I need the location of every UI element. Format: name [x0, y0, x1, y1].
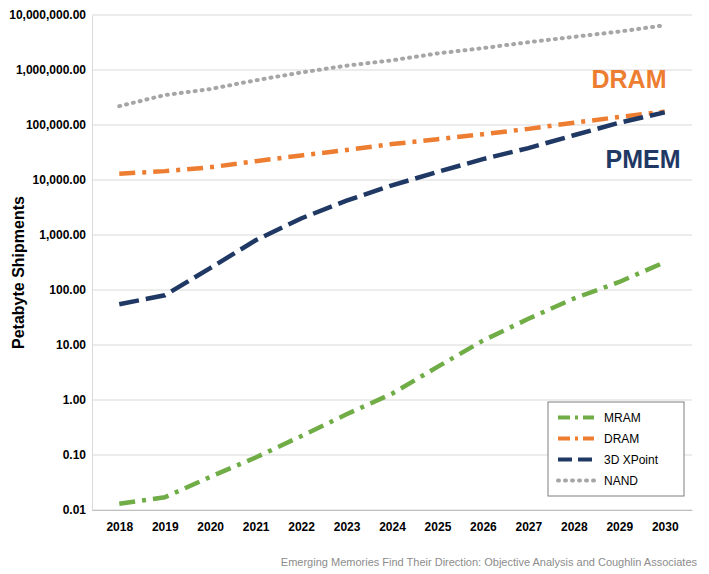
- x-tick-label: 2027: [516, 520, 543, 534]
- y-tick-label: 10.00: [56, 338, 86, 352]
- y-axis-line: [92, 16, 93, 511]
- y-tick: 0.01: [63, 503, 92, 517]
- y-tick-label: 10,000.00: [33, 173, 87, 187]
- x-tick: 2030: [652, 510, 679, 534]
- x-tick-label: 2026: [470, 520, 497, 534]
- grid: [92, 15, 692, 510]
- x-tick: 2023: [334, 510, 361, 534]
- x-tick-label: 2029: [606, 520, 633, 534]
- x-axis-line: [93, 510, 693, 511]
- legend-label: NAND: [604, 474, 638, 488]
- legend: MRAM DRAM 3D XPoint NAND: [548, 402, 684, 496]
- series-line: [119, 112, 664, 304]
- legend-swatch: [558, 458, 594, 462]
- y-tick-label: 0.01: [63, 503, 87, 517]
- x-tick-label: 2025: [425, 520, 452, 534]
- legend-label: DRAM: [604, 432, 639, 446]
- y-tick-label: 10,000,000.00: [9, 8, 86, 22]
- grid-line: [92, 400, 692, 401]
- x-tick-label: 2020: [197, 520, 224, 534]
- y-tick-label: 0.10: [63, 448, 87, 462]
- legend-swatch: [558, 416, 594, 420]
- x-tick: 2025: [425, 510, 452, 534]
- x-tick: 2026: [470, 510, 497, 534]
- x-tick: 2022: [288, 510, 315, 534]
- x-tick: 2020: [197, 510, 224, 534]
- x-tick: 2024: [379, 510, 406, 534]
- y-tick: 1,000,000.00: [16, 63, 92, 77]
- y-tick: 100.00: [49, 283, 92, 297]
- series-line: [119, 112, 664, 174]
- annotation: DRAM: [592, 65, 667, 93]
- x-tick: 2021: [243, 510, 270, 534]
- x-tick-label: 2019: [152, 520, 179, 534]
- legend-label: MRAM: [604, 411, 641, 425]
- x-tick-label: 2028: [561, 520, 588, 534]
- x-axis: 2018 2019 2020 2021 2022 2023 2024 2025 2026 2027…: [93, 510, 693, 534]
- x-tick-label: 2021: [243, 520, 270, 534]
- y-axis-title: Petabyte Shipments: [10, 196, 27, 349]
- series-line: [119, 25, 664, 106]
- grid-line: [92, 510, 692, 511]
- x-tick: 2028: [561, 510, 588, 534]
- y-tick: 0.10: [63, 448, 92, 462]
- y-tick-label: 1,000.00: [39, 228, 86, 242]
- y-tick: 1,000.00: [39, 228, 92, 242]
- annotation: PMEM: [606, 145, 681, 173]
- x-tick-label: 2022: [288, 520, 315, 534]
- legend-swatch: [558, 437, 594, 441]
- x-tick: 2019: [152, 510, 179, 534]
- grid-line: [92, 290, 692, 291]
- y-tick-label: 100,000.00: [26, 118, 86, 132]
- y-tick: 1.00: [63, 393, 92, 407]
- y-tick: 100,000.00: [26, 118, 92, 132]
- x-tick: 2027: [516, 510, 543, 534]
- y-tick-label: 100.00: [49, 283, 86, 297]
- y-tick: 10,000,000.00: [9, 8, 92, 22]
- grid-line: [92, 345, 692, 346]
- y-tick: 10,000.00: [33, 173, 92, 187]
- x-tick: 2029: [606, 510, 633, 534]
- grid-line: [92, 15, 692, 16]
- x-tick-label: 2024: [379, 520, 406, 534]
- grid-line: [92, 180, 692, 181]
- grid-line: [92, 235, 692, 236]
- chart: 0.01 0.10 1.00 10.00 100.00 1,000.00 10,000.00…: [0, 0, 709, 574]
- y-tick: 10.00: [56, 338, 92, 352]
- x-tick: 2018: [106, 510, 133, 534]
- legend-label: 3D XPoint: [604, 453, 659, 467]
- legend-swatch: [558, 479, 594, 483]
- x-tick-label: 2023: [334, 520, 361, 534]
- y-axis: 0.01 0.10 1.00 10.00 100.00 1,000.00 10,000.00…: [9, 8, 92, 517]
- x-tick-label: 2018: [106, 520, 133, 534]
- y-tick-label: 1.00: [63, 393, 87, 407]
- x-tick-label: 2030: [652, 520, 679, 534]
- plot-area: 0.01 0.10 1.00 10.00 100.00 1,000.00 10,000.00…: [9, 8, 692, 533]
- legend-box: [548, 402, 684, 496]
- source-note: Emerging Memories Find Their Direction: …: [281, 556, 698, 568]
- y-tick-label: 1,000,000.00: [16, 63, 86, 77]
